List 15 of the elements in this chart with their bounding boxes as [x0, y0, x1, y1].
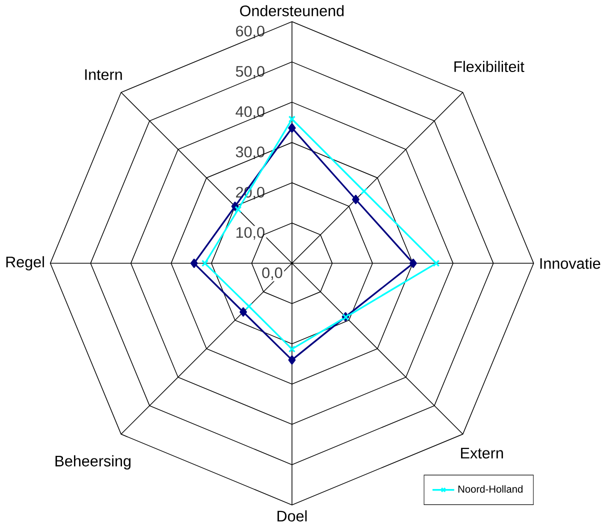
y-tick-label: 50,0 [236, 66, 264, 79]
spoke-label: Extern [461, 448, 503, 459]
y-tick-label: 60,0 [236, 26, 264, 39]
spoke-label: Doel [278, 510, 307, 522]
y-tick-label: 0,0 [262, 268, 282, 280]
spoke-label: Ondersteunend [240, 5, 344, 16]
spoke-label: Regel [6, 256, 44, 271]
spoke-label: Innovatie [540, 258, 600, 270]
y-tick-label: 30,0 [236, 146, 264, 160]
spoke-label: Flexibiliteit [454, 61, 524, 72]
y-tick-label: 10,0 [236, 227, 264, 240]
spoke-label: Intern [85, 70, 122, 80]
y-tick-label: 40,0 [236, 106, 264, 120]
spoke-label: Beheersing [56, 455, 130, 470]
legend-label: Noord-Holland [458, 485, 523, 493]
